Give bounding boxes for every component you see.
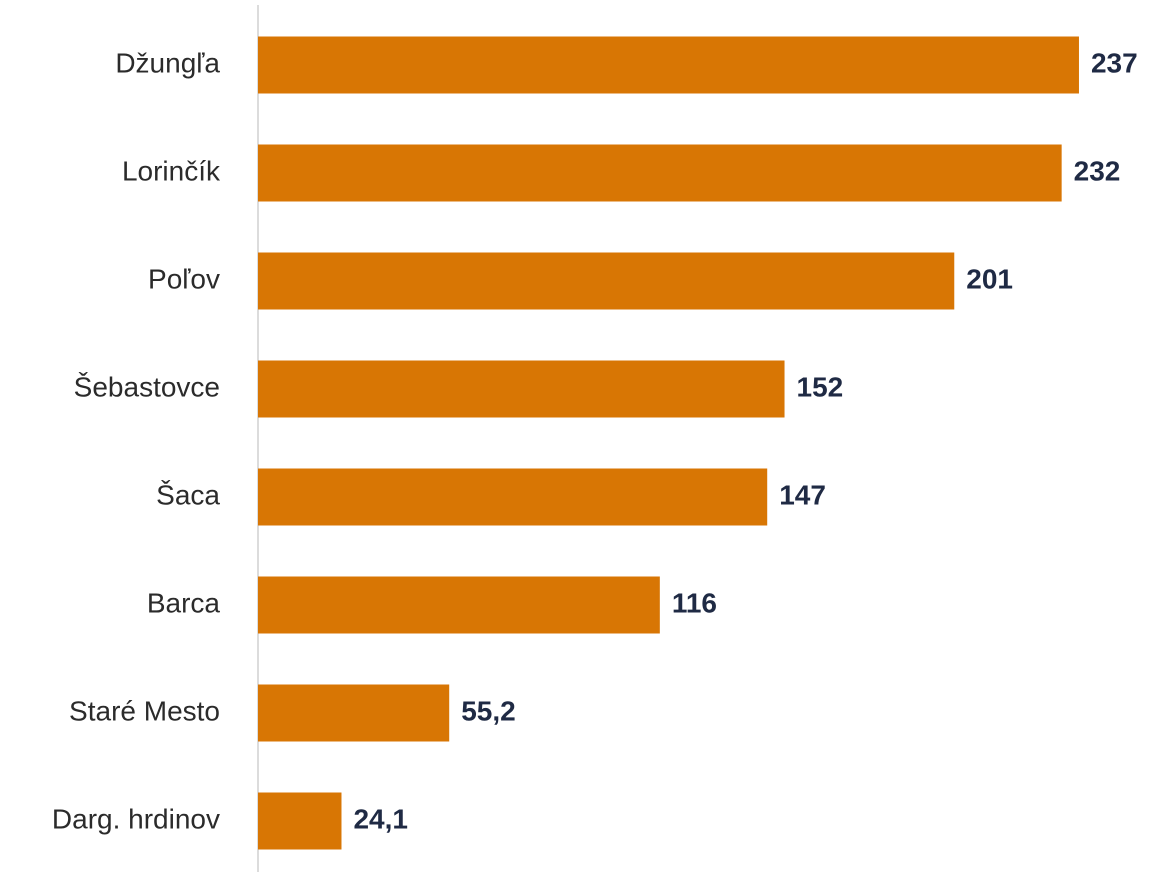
- y-tick-label: Staré Mesto: [69, 695, 220, 726]
- data-label: 55,2: [461, 695, 515, 726]
- bar: [258, 36, 1079, 94]
- bar: [258, 684, 450, 742]
- bar: [258, 576, 660, 634]
- y-tick-label: Šebastovce: [74, 371, 220, 402]
- y-tick-label: Šaca: [156, 479, 220, 510]
- data-label: 201: [966, 263, 1013, 294]
- bar: [258, 144, 1062, 202]
- data-label: 147: [779, 479, 826, 510]
- y-tick-label: Darg. hrdinov: [52, 803, 220, 834]
- y-tick-label: Barca: [147, 587, 221, 618]
- y-tick-label: Lorinčík: [122, 155, 221, 186]
- data-label: 116: [672, 587, 717, 618]
- bar: [258, 468, 768, 526]
- data-label: 152: [797, 371, 844, 402]
- y-tick-label: Džungľa: [115, 47, 220, 78]
- bar: [258, 252, 955, 310]
- data-label: 24,1: [353, 803, 408, 834]
- bar: [258, 792, 342, 850]
- data-label: 237: [1091, 47, 1138, 78]
- bar: [258, 360, 785, 418]
- y-tick-label: Poľov: [148, 263, 220, 294]
- data-label: 232: [1074, 155, 1121, 186]
